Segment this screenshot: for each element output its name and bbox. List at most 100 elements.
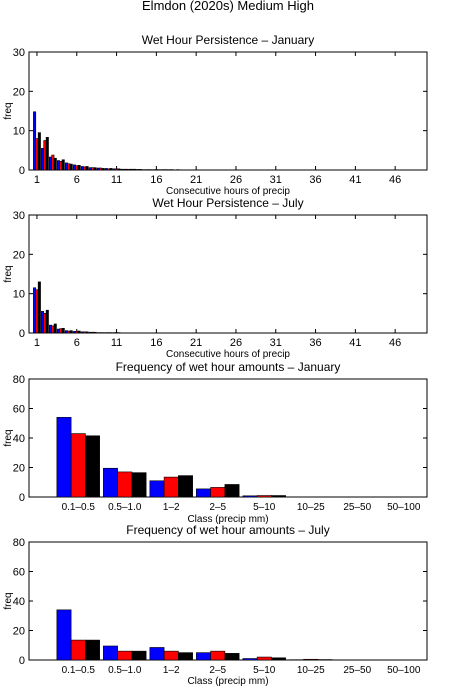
bar bbox=[35, 138, 39, 171]
y-tick-label: 20 bbox=[13, 626, 25, 638]
x-tick-label: 25–50 bbox=[343, 502, 371, 513]
chart-title: Frequency of wet hour amounts – July bbox=[126, 523, 329, 537]
bar bbox=[107, 168, 111, 171]
bar bbox=[61, 327, 65, 334]
x-tick-label: 46 bbox=[389, 337, 401, 349]
bar bbox=[196, 652, 211, 661]
x-tick-label: 50–100 bbox=[387, 665, 421, 676]
bar bbox=[117, 168, 121, 171]
x-tick-label: 6 bbox=[74, 337, 80, 349]
bar bbox=[96, 167, 100, 171]
bar bbox=[43, 313, 47, 334]
bar bbox=[72, 331, 76, 334]
x-tick-label: 1 bbox=[34, 337, 40, 349]
bar bbox=[88, 167, 92, 171]
x-axis-label: Consecutive hours of precip bbox=[166, 349, 290, 360]
x-tick-label: 5–10 bbox=[253, 665, 276, 676]
bar bbox=[112, 168, 116, 171]
x-tick-label: 21 bbox=[190, 174, 202, 186]
x-tick-label: 10–25 bbox=[297, 665, 325, 676]
bar bbox=[72, 164, 76, 171]
bar bbox=[85, 435, 100, 498]
bar bbox=[67, 330, 71, 334]
bar bbox=[37, 281, 41, 334]
bar bbox=[75, 165, 79, 171]
bar bbox=[69, 163, 73, 171]
y-axis-label: freq bbox=[3, 102, 14, 119]
x-tick-label: 2–5 bbox=[209, 502, 226, 513]
bar bbox=[256, 656, 272, 661]
bar bbox=[91, 331, 95, 334]
x-tick-label: 41 bbox=[349, 174, 361, 186]
x-tick-label: 1 bbox=[34, 174, 40, 186]
x-tick-label: 11 bbox=[111, 337, 122, 349]
bar bbox=[75, 331, 79, 334]
bar bbox=[303, 658, 319, 661]
bar bbox=[77, 330, 81, 334]
chart-title: Wet Hour Persistence – July bbox=[152, 196, 303, 210]
bar bbox=[80, 331, 84, 334]
chart-title: Frequency of wet hour amounts – January bbox=[116, 360, 341, 374]
bar bbox=[45, 309, 49, 334]
x-tick-label: 16 bbox=[150, 337, 162, 349]
x-tick-label: 41 bbox=[349, 337, 361, 349]
bar bbox=[61, 159, 65, 171]
y-tick-label: 0 bbox=[19, 328, 25, 340]
bar bbox=[224, 484, 240, 498]
bar bbox=[99, 167, 103, 171]
bar bbox=[69, 330, 73, 334]
y-tick-label: 40 bbox=[13, 596, 25, 608]
x-tick-label: 0.1–0.5 bbox=[62, 665, 96, 676]
bar bbox=[256, 495, 272, 498]
bar bbox=[48, 156, 52, 171]
x-tick-label: 31 bbox=[270, 337, 282, 349]
bar bbox=[37, 132, 41, 171]
y-tick-label: 0 bbox=[19, 655, 25, 667]
bar bbox=[178, 475, 193, 498]
y-axis-label: freq bbox=[3, 592, 14, 609]
bar bbox=[117, 471, 133, 498]
chart-4: Frequency of wet hour amounts – July 0 20 4… bbox=[3, 523, 428, 687]
bar bbox=[133, 168, 137, 171]
bar bbox=[115, 168, 119, 171]
x-tick-label: 21 bbox=[190, 337, 202, 349]
bar bbox=[45, 137, 49, 171]
bar bbox=[56, 328, 60, 334]
x-tick-label: 11 bbox=[111, 174, 122, 186]
bar bbox=[88, 331, 92, 334]
bar bbox=[224, 653, 240, 661]
x-tick-label: 1–2 bbox=[163, 502, 180, 513]
bar bbox=[41, 148, 45, 171]
chart-3: Frequency of wet hour amounts – January 0… bbox=[3, 360, 428, 525]
bar bbox=[163, 476, 179, 498]
bar bbox=[128, 168, 132, 171]
y-tick-label: 20 bbox=[13, 249, 25, 261]
bar bbox=[53, 323, 57, 334]
bar bbox=[80, 166, 84, 171]
bar bbox=[210, 650, 226, 661]
bar bbox=[242, 658, 258, 661]
bar bbox=[70, 639, 86, 661]
chart-1: Wet Hour Persistence – January 0 10 20 30 fre… bbox=[3, 33, 428, 197]
y-axis-label: freq bbox=[3, 265, 14, 282]
y-tick-label: 60 bbox=[13, 404, 25, 416]
y-tick-label: 0 bbox=[19, 492, 25, 504]
y-tick-label: 80 bbox=[13, 537, 25, 549]
bar bbox=[64, 162, 68, 171]
bar bbox=[149, 480, 165, 498]
bar bbox=[103, 645, 118, 661]
bar bbox=[59, 328, 63, 334]
x-tick-label: 6 bbox=[74, 174, 80, 186]
x-tick-label: 36 bbox=[309, 337, 321, 349]
y-tick-label: 10 bbox=[13, 289, 25, 301]
x-axis-label: Class (precip mm) bbox=[187, 676, 268, 687]
bar bbox=[70, 433, 86, 498]
bar bbox=[59, 161, 63, 171]
bar bbox=[56, 417, 72, 498]
x-tick-label: 50–100 bbox=[387, 502, 421, 513]
x-tick-label: 10–25 bbox=[297, 502, 325, 513]
bar bbox=[138, 169, 142, 171]
bar bbox=[93, 167, 97, 171]
x-tick-label: 26 bbox=[230, 174, 242, 186]
x-tick-label: 5–10 bbox=[253, 502, 276, 513]
